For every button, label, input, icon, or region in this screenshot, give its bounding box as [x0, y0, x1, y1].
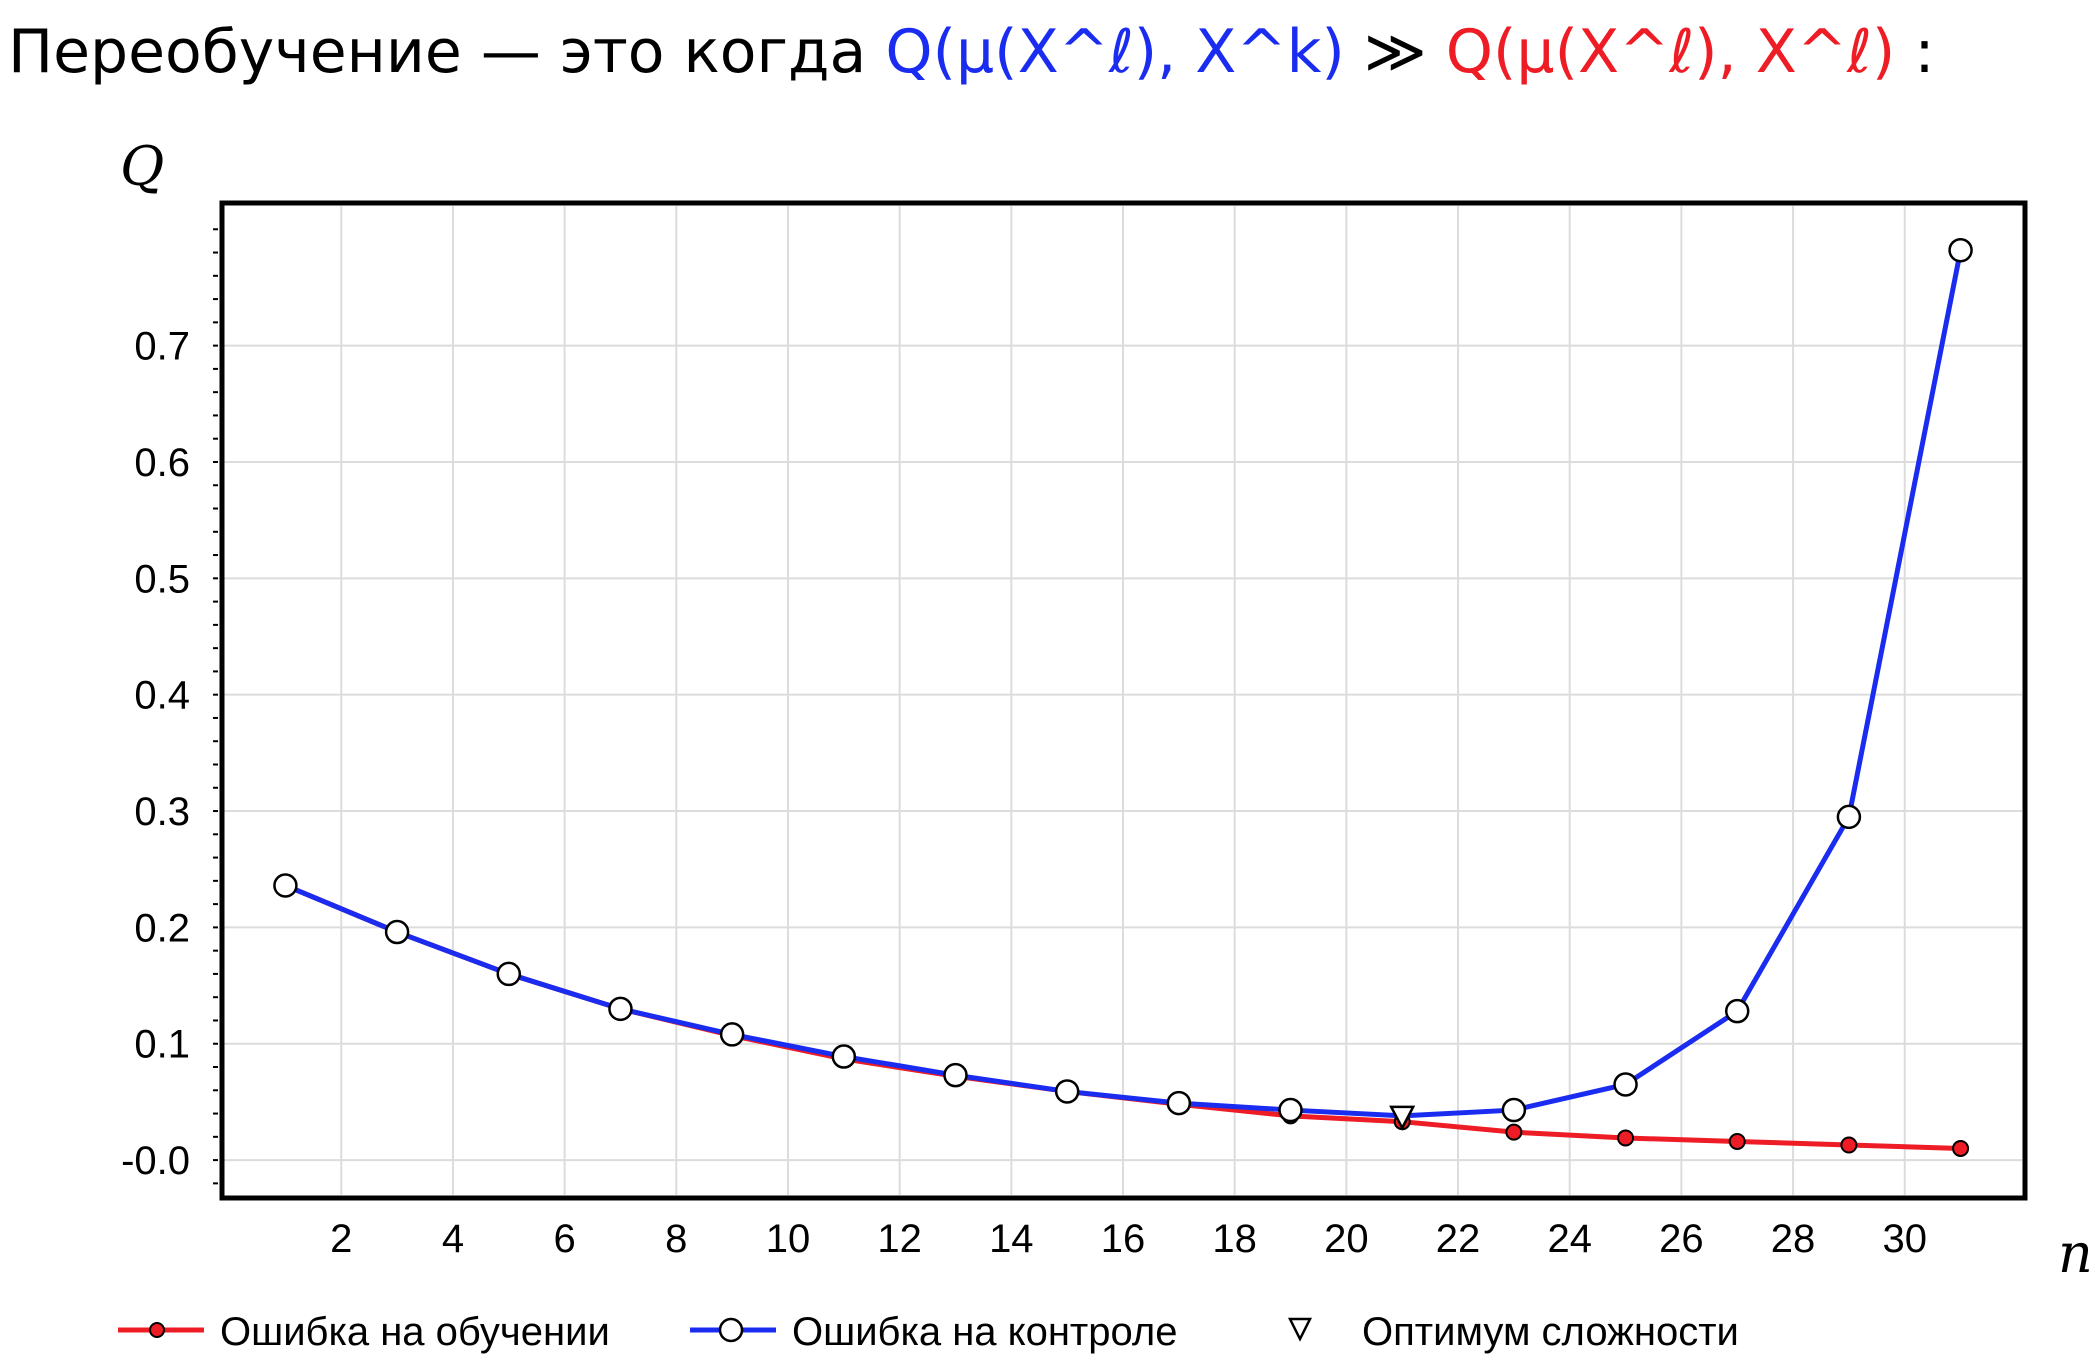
y-tick-label: 0.4 — [134, 674, 190, 718]
test-error-point — [1836, 804, 1862, 830]
legend-test-marker — [718, 1317, 744, 1343]
series-markers — [273, 237, 1973, 1157]
x-tick-label: 30 — [1882, 1217, 1927, 1261]
x-tick-label: 8 — [665, 1217, 687, 1261]
test-error-point — [943, 1062, 968, 1088]
train-error-point — [1505, 1123, 1523, 1141]
x-tick-label: 6 — [553, 1217, 575, 1261]
x-tick-label: 10 — [766, 1217, 811, 1261]
x-tick-label: 2 — [330, 1217, 352, 1261]
test-error-point — [719, 1022, 745, 1047]
y-tick-label: -0.0 — [121, 1139, 190, 1183]
legend-test-label: Ошибка на контроле — [792, 1310, 1177, 1354]
legend-optimum-marker — [1287, 1317, 1313, 1342]
x-tick-label: 12 — [877, 1217, 922, 1261]
heading: Переобучение — это когда Q(μ(X^ℓ), X^k) … — [8, 17, 1935, 87]
grid — [224, 206, 2022, 1195]
y-tick-label: 0.3 — [134, 790, 190, 834]
test-error-line — [284, 249, 1964, 1119]
optimum-marker — [1389, 1105, 1416, 1131]
heading-lhs-formula: Q(μ(X^ℓ), X^k) — [885, 17, 1344, 87]
y-tick-label: 0.5 — [134, 557, 190, 601]
train-error-point — [1728, 1132, 1746, 1150]
x-tick-label: 14 — [989, 1217, 1034, 1261]
y-tick-labels: -0.0 0.1 0.2 0.3 0.4 0.5 0.6 0.7 — [121, 325, 190, 1183]
test-error-point — [831, 1044, 857, 1069]
test-error-point — [496, 961, 522, 987]
y-tick-label: 0.7 — [134, 325, 190, 369]
legend-item-test: Ошибка на контроле — [690, 1310, 1177, 1354]
test-error-point — [1501, 1097, 1527, 1123]
heading-rhs-formula: Q(μ(X^ℓ), X^ℓ) — [1446, 17, 1896, 87]
x-tick-label: 24 — [1547, 1217, 1592, 1261]
series-lines — [284, 249, 1964, 1151]
heading-suffix: : — [1914, 17, 1934, 87]
test-error-point — [1278, 1097, 1303, 1123]
test-error-point — [384, 919, 410, 945]
x-tick-label: 22 — [1436, 1217, 1481, 1261]
legend-train-marker — [149, 1322, 165, 1338]
test-error-point — [1054, 1079, 1080, 1104]
legend-optimum-label: Оптимум сложности — [1362, 1310, 1739, 1354]
train-error-point — [1952, 1139, 1970, 1157]
legend-item-train: Ошибка на обучении — [118, 1310, 610, 1354]
test-error-point — [1948, 237, 1973, 263]
y-tick-label: 0.2 — [134, 906, 190, 950]
test-error-point — [1166, 1090, 1192, 1116]
x-tick-label: 4 — [442, 1217, 464, 1261]
x-tick-labels: 2 4 6 8 10 12 14 16 18 20 22 24 26 28 30 — [330, 1217, 1927, 1261]
train-error-point — [1617, 1129, 1635, 1147]
x-tick-label: 28 — [1771, 1217, 1816, 1261]
legend: Ошибка на обучении Ошибка на контроле Оп… — [118, 1310, 1739, 1354]
test-error-point — [1613, 1072, 1638, 1097]
heading-prefix: Переобучение — это когда — [8, 17, 885, 87]
x-tick-label: 18 — [1212, 1217, 1257, 1261]
legend-train-label: Ошибка на обучении — [220, 1310, 610, 1354]
x-tick-label: 20 — [1324, 1217, 1369, 1261]
x-axis-label: n — [2058, 1222, 2093, 1285]
y-tick-label: 0.6 — [134, 441, 190, 485]
y-minor-ticks — [213, 228, 218, 1185]
legend-item-optimum: Оптимум сложности — [1287, 1310, 1739, 1354]
test-error-point — [608, 996, 633, 1022]
x-tick-label: 16 — [1101, 1217, 1146, 1261]
test-error-point — [1724, 998, 1750, 1024]
y-axis-label: Q — [120, 135, 164, 198]
heading-operator: ≫ — [1364, 17, 1446, 87]
y-tick-label: 0.1 — [134, 1023, 190, 1067]
test-error-point — [273, 873, 298, 898]
train-error-point — [1840, 1136, 1858, 1154]
plot-frame — [219, 200, 2028, 1201]
x-tick-label: 26 — [1659, 1217, 1704, 1261]
